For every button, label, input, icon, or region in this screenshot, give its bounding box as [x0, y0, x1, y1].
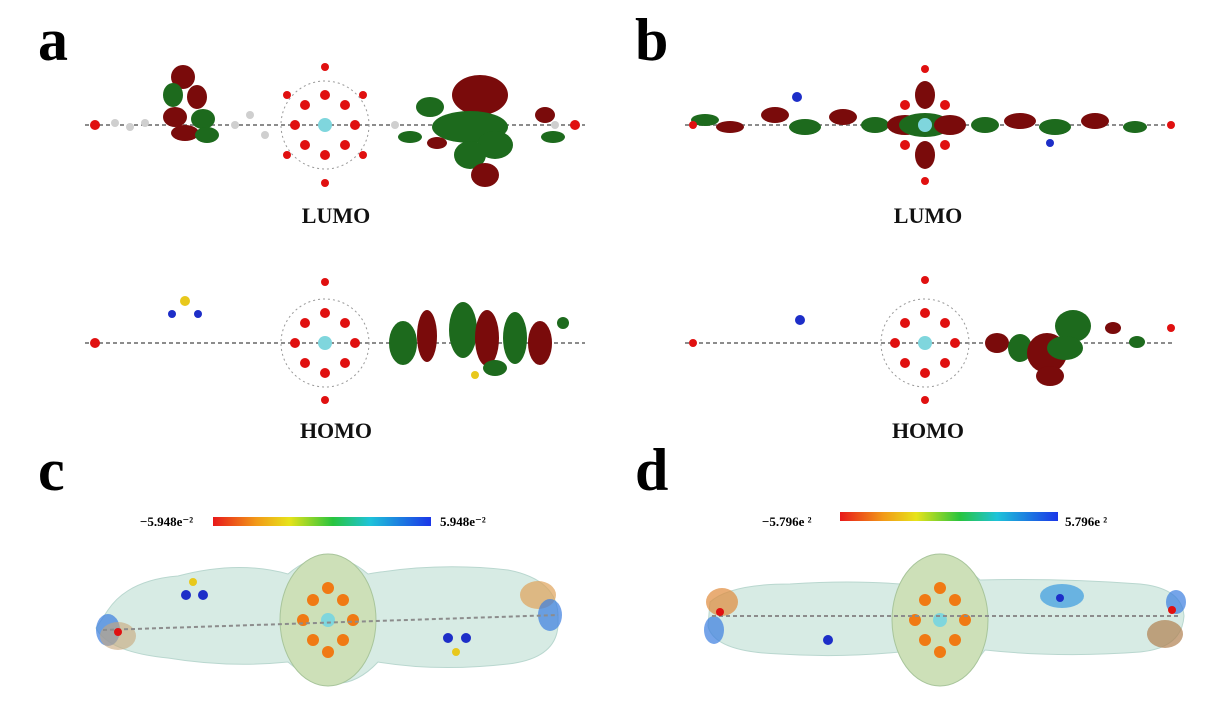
molecule-a-homo [85, 278, 585, 404]
scale-max-d: 5.796e ² [1065, 514, 1108, 529]
orbital-lobes [163, 65, 565, 187]
orbital-lobes [985, 310, 1145, 386]
scale-max-c: 5.948e⁻² [440, 514, 486, 529]
molecule-a-lumo [85, 63, 585, 187]
orbital-lobes [691, 81, 1147, 169]
esp-map-d [704, 553, 1186, 687]
metal-cluster [280, 278, 370, 404]
scale-min-d: −5.796e ² [762, 514, 812, 529]
esp-map-c [95, 553, 562, 687]
metal-cluster [280, 63, 370, 187]
metal-cluster [900, 65, 950, 185]
panel-letter-d: d [635, 437, 669, 503]
color-scale-c [213, 517, 431, 526]
homo-label-a: HOMO [299, 418, 373, 443]
homo-label-b: HOMO [891, 418, 965, 443]
panel-letter-c: c [38, 437, 65, 503]
orbital-lobes [389, 302, 569, 379]
lumo-label-b: LUMO [893, 203, 963, 228]
color-scale-d [840, 512, 1058, 521]
scale-min-c: −5.948e⁻² [140, 514, 194, 529]
molecule-b-lumo [685, 65, 1175, 185]
panel-letter-b: b [635, 7, 669, 73]
lumo-label-a: LUMO [301, 203, 371, 228]
panel-letter-a: a [38, 7, 68, 73]
metal-cluster [880, 276, 970, 404]
molecule-b-homo [685, 276, 1175, 404]
